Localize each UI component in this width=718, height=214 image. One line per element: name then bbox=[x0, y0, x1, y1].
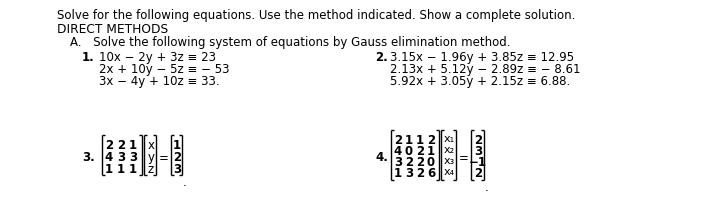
Text: 2: 2 bbox=[173, 151, 181, 164]
Text: 2: 2 bbox=[474, 134, 482, 147]
Text: 3x − 4y + 10z ≡ 33.: 3x − 4y + 10z ≡ 33. bbox=[99, 75, 220, 88]
Text: =: = bbox=[159, 152, 169, 165]
Text: 2.: 2. bbox=[375, 51, 388, 64]
Text: 3.: 3. bbox=[82, 151, 95, 164]
Text: x₂: x₂ bbox=[444, 145, 454, 155]
Text: 1: 1 bbox=[105, 163, 113, 176]
Text: 2: 2 bbox=[427, 134, 435, 147]
Text: y: y bbox=[147, 151, 154, 164]
Text: 1: 1 bbox=[394, 167, 402, 180]
Text: 3: 3 bbox=[394, 156, 402, 169]
Text: 2: 2 bbox=[416, 156, 424, 169]
Text: 1: 1 bbox=[129, 163, 137, 176]
Text: 0: 0 bbox=[427, 156, 435, 169]
Text: 1: 1 bbox=[427, 145, 435, 158]
Text: 1: 1 bbox=[173, 139, 181, 152]
Text: 2.13x + 5.12y − 2.89z ≡ − 8.61: 2.13x + 5.12y − 2.89z ≡ − 8.61 bbox=[390, 63, 580, 76]
Text: 4: 4 bbox=[394, 145, 402, 158]
Text: 4.: 4. bbox=[375, 151, 388, 164]
Text: 3: 3 bbox=[117, 151, 125, 164]
Text: 2: 2 bbox=[105, 139, 113, 152]
Text: 3: 3 bbox=[474, 145, 482, 158]
Text: 1: 1 bbox=[117, 163, 125, 176]
Text: 2: 2 bbox=[474, 167, 482, 180]
Text: 1: 1 bbox=[416, 134, 424, 147]
Text: 2: 2 bbox=[394, 134, 402, 147]
Text: x₁: x₁ bbox=[444, 134, 454, 144]
Text: 2: 2 bbox=[117, 139, 125, 152]
Text: 3: 3 bbox=[405, 167, 413, 180]
Text: 3: 3 bbox=[129, 151, 137, 164]
Text: 0: 0 bbox=[405, 145, 413, 158]
Text: =: = bbox=[459, 152, 469, 165]
Text: 1: 1 bbox=[129, 139, 137, 152]
Text: 10x − 2y + 3z ≡ 23: 10x − 2y + 3z ≡ 23 bbox=[99, 51, 216, 64]
Text: 4: 4 bbox=[105, 151, 113, 164]
Text: x: x bbox=[147, 139, 154, 152]
Text: 2x + 10y − 5z ≡ − 53: 2x + 10y − 5z ≡ − 53 bbox=[99, 63, 230, 76]
Text: DIRECT METHODS: DIRECT METHODS bbox=[57, 23, 168, 36]
Text: Solve for the following equations. Use the method indicated. Show a complete sol: Solve for the following equations. Use t… bbox=[57, 9, 575, 22]
Text: z: z bbox=[148, 163, 154, 176]
Text: A. Solve the following system of equations by Gauss elimination method.: A. Solve the following system of equatio… bbox=[70, 36, 510, 49]
Text: 1.: 1. bbox=[82, 51, 95, 64]
Text: .: . bbox=[183, 176, 187, 189]
Text: x₄: x₄ bbox=[444, 167, 454, 177]
Text: 2: 2 bbox=[416, 167, 424, 180]
Text: 3.15x − 1.96y + 3.85z ≡ 12.95: 3.15x − 1.96y + 3.85z ≡ 12.95 bbox=[390, 51, 574, 64]
Text: 2: 2 bbox=[416, 145, 424, 158]
Text: 6: 6 bbox=[427, 167, 435, 180]
Text: 1: 1 bbox=[405, 134, 413, 147]
Text: 5.92x + 3.05y + 2.15z ≡ 6.88.: 5.92x + 3.05y + 2.15z ≡ 6.88. bbox=[390, 75, 570, 88]
Text: .: . bbox=[485, 181, 489, 194]
Text: −1: −1 bbox=[469, 156, 487, 169]
Text: 2: 2 bbox=[405, 156, 413, 169]
Text: 3: 3 bbox=[173, 163, 181, 176]
Text: x₃: x₃ bbox=[444, 156, 454, 166]
